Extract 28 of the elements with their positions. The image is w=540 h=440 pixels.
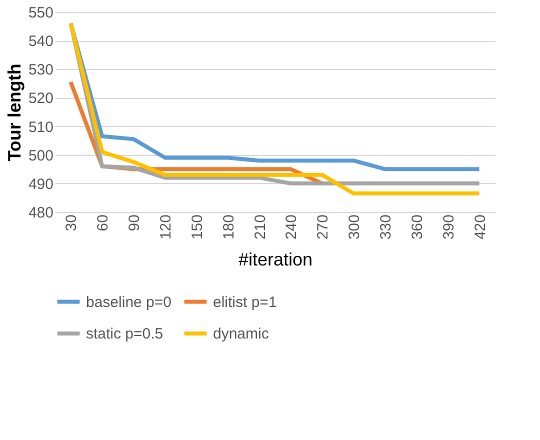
x-tick-label: 420: [472, 214, 489, 240]
x-tick-label: 390: [440, 214, 458, 240]
x-tick-label: 300: [346, 214, 364, 240]
x-tick-label: 240: [283, 214, 300, 240]
x-tick-label: 360: [408, 214, 426, 240]
x-tick-label: 90: [126, 214, 144, 232]
y-tick-label: 540: [28, 33, 54, 50]
x-tick-label: 180: [220, 214, 238, 240]
legend-label: baseline p=0: [86, 294, 172, 311]
x-tick-label: 330: [378, 214, 394, 240]
y-tick-label: 520: [28, 90, 54, 108]
x-tick-label: 210: [252, 214, 269, 240]
legend-label: static p=0.5: [86, 326, 164, 342]
y-tick-label: 500: [28, 147, 54, 164]
x-tick-label: 150: [188, 214, 206, 240]
x-tick-label: 270: [314, 214, 332, 240]
y-tick-label: 480: [28, 204, 54, 222]
legend-label: elitist p=1: [213, 294, 277, 311]
x-tick-label: 60: [94, 214, 112, 232]
x-axis-title: #iteration: [238, 250, 313, 270]
y-tick-label: 530: [28, 62, 54, 79]
y-tick-label: 550: [28, 4, 54, 22]
legend-label: dynamic: [213, 326, 270, 342]
x-tick-label: 30: [63, 214, 80, 232]
y-axis-title: Tour length: [4, 64, 24, 162]
x-tick-label: 120: [158, 214, 174, 240]
y-tick-label: 510: [28, 118, 54, 136]
y-tick-label: 490: [28, 176, 54, 193]
